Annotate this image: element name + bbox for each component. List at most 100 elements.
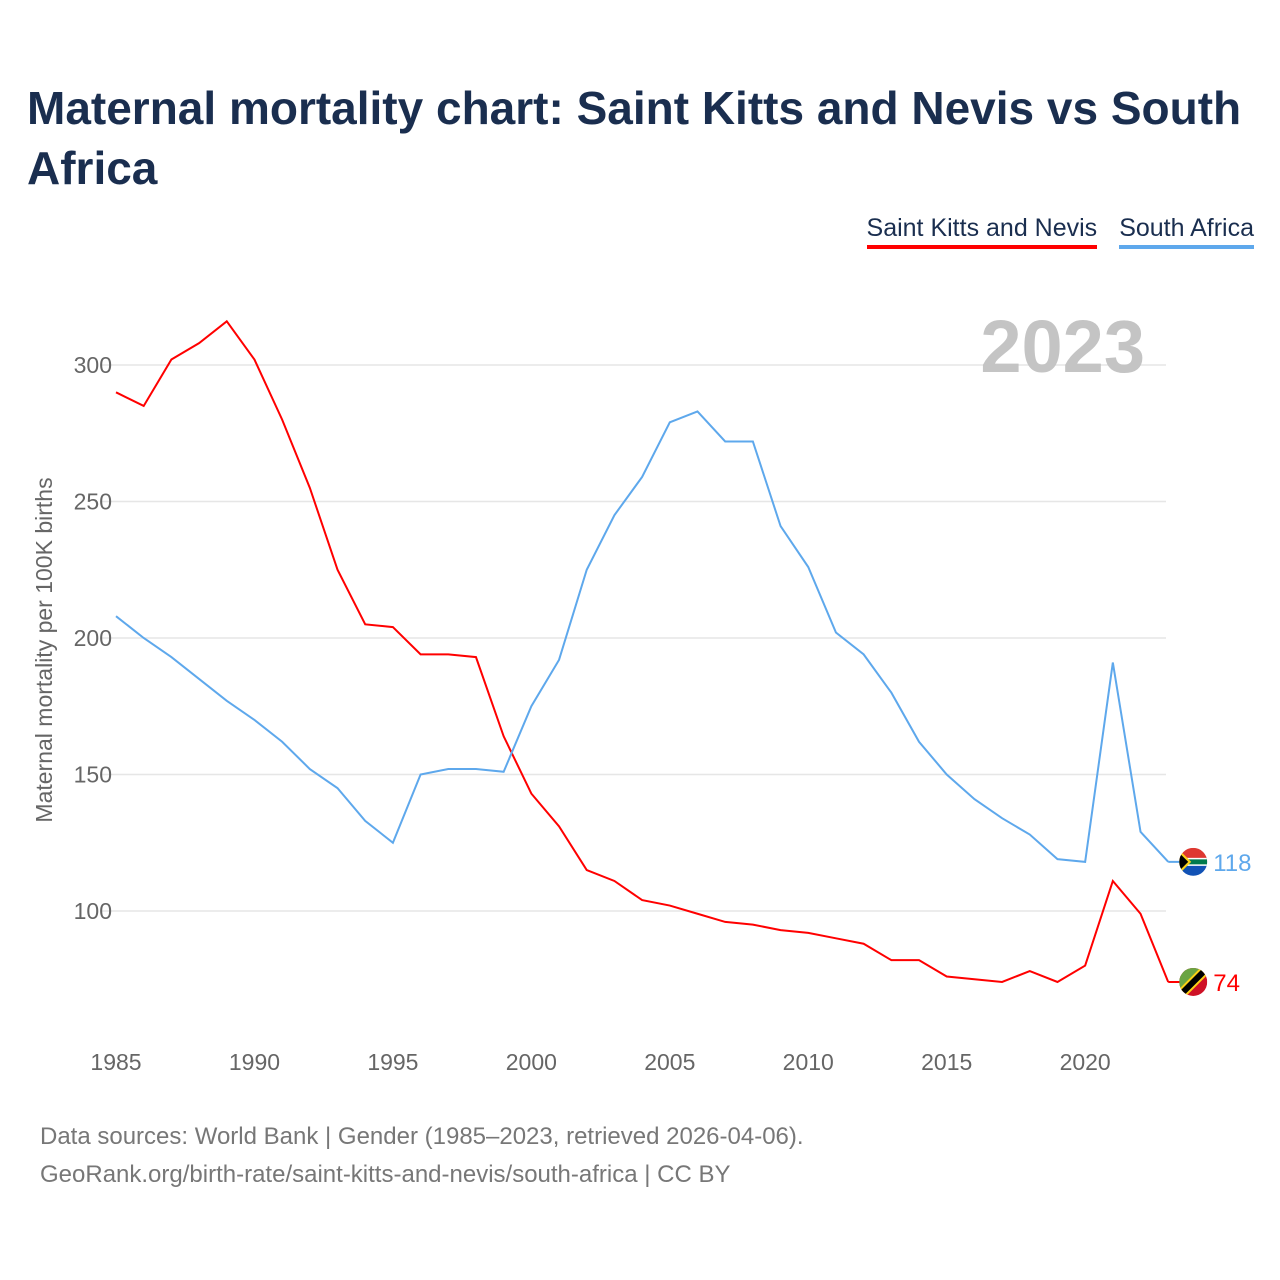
data-point-saint-kitts-and-nevis: [804, 929, 812, 937]
y-tick-label: 250: [74, 489, 112, 515]
x-tick-label: 2015: [921, 1049, 972, 1075]
data-point-south-africa: [583, 566, 591, 574]
data-point-saint-kitts-and-nevis: [306, 484, 314, 492]
end-value-label-saint-kitts-and-nevis: 74: [1213, 970, 1240, 997]
data-point-saint-kitts-and-nevis: [527, 790, 535, 798]
data-point-south-africa: [195, 675, 203, 683]
data-point-south-africa: [417, 771, 425, 779]
data-point-south-africa: [112, 612, 120, 620]
legend-item-south-africa[interactable]: South Africa: [1119, 214, 1254, 249]
data-point-south-africa: [998, 814, 1006, 822]
data-point-south-africa: [860, 650, 868, 658]
data-point-saint-kitts-and-nevis: [915, 956, 923, 964]
data-point-south-africa: [389, 839, 397, 847]
data-point-saint-kitts-and-nevis: [223, 317, 231, 325]
y-tick-label: 100: [74, 898, 112, 924]
flag-green: [1179, 859, 1208, 865]
data-point-south-africa: [970, 795, 978, 803]
data-point-saint-kitts-and-nevis: [500, 732, 508, 740]
data-point-saint-kitts-and-nevis: [334, 566, 342, 574]
source-note: Data sources: World Bank | Gender (1985–…: [40, 1118, 804, 1194]
end-value-label-south-africa: 118: [1213, 850, 1251, 877]
y-tick-label: 150: [74, 762, 112, 788]
data-point-saint-kitts-and-nevis: [970, 975, 978, 983]
data-point-south-africa: [721, 437, 729, 445]
data-point-south-africa: [1053, 855, 1061, 863]
data-point-south-africa: [500, 768, 508, 776]
legend-item-saint-kitts-and-nevis[interactable]: Saint Kitts and Nevis: [866, 214, 1098, 249]
x-tick-label: 1990: [229, 1049, 280, 1075]
y-tick-label: 300: [74, 352, 112, 378]
data-point-south-africa: [1137, 828, 1145, 836]
data-point-saint-kitts-and-nevis: [195, 339, 203, 347]
data-point-saint-kitts-and-nevis: [250, 356, 258, 364]
flag-saint-kitts-and-nevis-icon: [1179, 967, 1208, 996]
data-point-south-africa: [777, 522, 785, 530]
data-point-saint-kitts-and-nevis: [666, 902, 674, 910]
data-point-saint-kitts-and-nevis: [638, 896, 646, 904]
y-tick-label: 200: [74, 625, 112, 651]
data-point-saint-kitts-and-nevis: [278, 416, 286, 424]
data-point-south-africa: [804, 563, 812, 571]
data-point-south-africa: [610, 511, 618, 519]
data-point-south-africa: [444, 765, 452, 773]
data-point-saint-kitts-and-nevis: [555, 822, 563, 830]
data-point-saint-kitts-and-nevis: [721, 918, 729, 926]
data-point-south-africa: [140, 634, 148, 642]
x-tick-label: 1995: [367, 1049, 418, 1075]
data-point-south-africa: [832, 629, 840, 637]
data-point-south-africa: [361, 817, 369, 825]
x-tick-label: 2010: [783, 1049, 834, 1075]
data-point-saint-kitts-and-nevis: [1137, 910, 1145, 918]
data-point-south-africa: [943, 771, 951, 779]
series-line-saint-kitts-and-nevis: [115, 319, 1170, 984]
data-point-south-africa: [306, 765, 314, 773]
data-point-saint-kitts-and-nevis: [749, 921, 757, 929]
data-point-south-africa: [1109, 659, 1117, 667]
data-point-saint-kitts-and-nevis: [943, 973, 951, 981]
data-point-south-africa: [250, 716, 258, 724]
data-point-south-africa: [527, 702, 535, 710]
data-point-saint-kitts-and-nevis: [998, 978, 1006, 986]
flag-graphic: [1179, 847, 1208, 876]
x-tick-label: 2005: [644, 1049, 695, 1075]
data-point-saint-kitts-and-nevis: [112, 388, 120, 396]
flag-black: [1179, 852, 1189, 871]
data-point-saint-kitts-and-nevis: [777, 926, 785, 934]
data-point-saint-kitts-and-nevis: [1081, 962, 1089, 970]
data-point-saint-kitts-and-nevis: [1053, 978, 1061, 986]
year-watermark: 2023: [980, 305, 1145, 388]
data-point-saint-kitts-and-nevis: [140, 402, 148, 410]
data-point-south-africa: [666, 418, 674, 426]
data-point-saint-kitts-and-nevis: [1026, 967, 1034, 975]
y-axis-label: Maternal mortality per 100K births: [31, 477, 57, 822]
data-point-south-africa: [223, 697, 231, 705]
data-point-saint-kitts-and-nevis: [472, 653, 480, 661]
source-line-2[interactable]: GeoRank.org/birth-rate/saint-kitts-and-n…: [40, 1161, 731, 1188]
data-point-south-africa: [887, 689, 895, 697]
data-point-south-africa: [1026, 831, 1034, 839]
data-point-south-africa: [915, 738, 923, 746]
data-point-saint-kitts-and-nevis: [887, 956, 895, 964]
legend: Saint Kitts and Nevis South Africa: [866, 214, 1254, 249]
data-point-saint-kitts-and-nevis: [417, 650, 425, 658]
flag-south-africa-icon: [1179, 847, 1208, 876]
data-point-saint-kitts-and-nevis: [389, 623, 397, 631]
data-point-saint-kitts-and-nevis: [361, 620, 369, 628]
chart-title: Maternal mortality chart: Saint Kitts an…: [27, 82, 1242, 194]
data-point-saint-kitts-and-nevis: [583, 866, 591, 874]
data-point-saint-kitts-and-nevis: [444, 650, 452, 658]
flag-graphic: [1179, 967, 1208, 996]
data-point-south-africa: [167, 653, 175, 661]
x-tick-label: 1985: [90, 1049, 141, 1075]
data-point-south-africa: [1081, 858, 1089, 866]
data-point-saint-kitts-and-nevis: [1109, 877, 1117, 885]
data-point-saint-kitts-and-nevis: [167, 356, 175, 364]
data-point-saint-kitts-and-nevis: [693, 910, 701, 918]
data-point-saint-kitts-and-nevis: [610, 877, 618, 885]
data-point-saint-kitts-and-nevis: [860, 940, 868, 948]
data-point-south-africa: [278, 738, 286, 746]
x-tick-label: 2020: [1060, 1049, 1111, 1075]
data-point-south-africa: [472, 765, 480, 773]
